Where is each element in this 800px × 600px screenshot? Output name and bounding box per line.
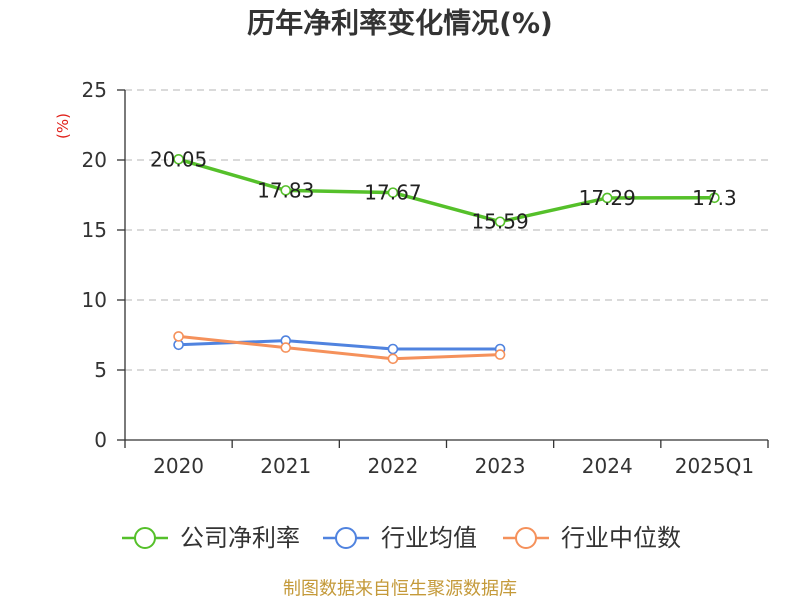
data-point-company-net-margin-2025q1 [709,192,720,204]
legend-item-company-net-margin[interactable]: 公司净利率 [122,524,300,552]
data-label-company-net-margin-2024: 17.29 [579,186,636,210]
data-point-company-net-margin-2023 [494,216,506,228]
x-tick-label-2024: 2024 [582,454,633,478]
axes: 0 5 10 15 20 25 2020 2021 2022 2023 2024 2025Q1 [82,78,769,478]
x-tick-label-2023: 2023 [475,454,526,478]
x-tick-label-2020: 2020 [153,454,204,478]
data-labels: 20.05 17.83 17.67 15.59 17.29 17.3 [150,147,737,233]
legend-circle-marker-icon [335,527,357,549]
data-label-company-net-margin-2020: 20.05 [150,147,207,171]
chart-title: 历年净利率变化情况(%) [247,7,553,40]
x-tick-label-2025q1: 2025Q1 [675,454,754,478]
data-point-company-net-margin-2020 [173,154,184,165]
y-tick-label-0: 0 [94,428,107,452]
y-tick-label-20: 20 [82,148,107,172]
legend: 公司净利率 行业均值 行业中位数 [122,524,681,552]
legend-label: 公司净利率 [180,524,300,552]
data-point-company-net-margin-2021 [280,185,292,196]
gridlines [125,89,768,371]
y-tick-label-15: 15 [82,218,107,242]
data-point-industry-median-2022 [387,353,399,365]
x-tick-label-2022: 2022 [367,454,418,478]
y-axis-label: (%) [54,113,72,139]
legend-circle-marker-icon [515,527,537,549]
legend-circle-marker-icon [134,527,156,549]
data-label-company-net-margin-2021: 17.83 [257,178,314,202]
series-layer [173,154,720,365]
data-point-industry-median-2021 [280,342,292,353]
y-tick-label-10: 10 [82,288,107,312]
series-industry-median [173,331,506,365]
series-industry-average [173,335,506,355]
series-company-net-margin [173,154,720,228]
data-point-industry-median-2023 [494,349,506,360]
data-label-company-net-margin-2025q1: 17.3 [692,186,737,210]
y-tick-label-5: 5 [94,358,107,382]
y-tick-label-25: 25 [82,78,107,102]
data-point-industry-average-2022 [387,343,399,355]
x-tick-label-2021: 2021 [260,454,311,478]
legend-item-industry-average[interactable]: 行业均值 [323,524,477,552]
series-line-company-net-margin [176,157,717,224]
legend-label: 行业均值 [381,524,477,552]
legend-item-industry-median[interactable]: 行业中位数 [503,524,681,552]
data-point-company-net-margin-2024 [601,192,613,204]
data-label-company-net-margin-2023: 15.59 [471,210,528,234]
data-label-company-net-margin-2022: 17.67 [364,181,421,205]
series-line-industry-median [177,334,502,361]
source-footer: 制图数据来自恒生聚源数据库 [283,579,517,600]
data-point-company-net-margin-2022 [387,187,399,198]
data-point-industry-median-2020 [173,331,184,342]
legend-label: 行业中位数 [561,524,681,552]
